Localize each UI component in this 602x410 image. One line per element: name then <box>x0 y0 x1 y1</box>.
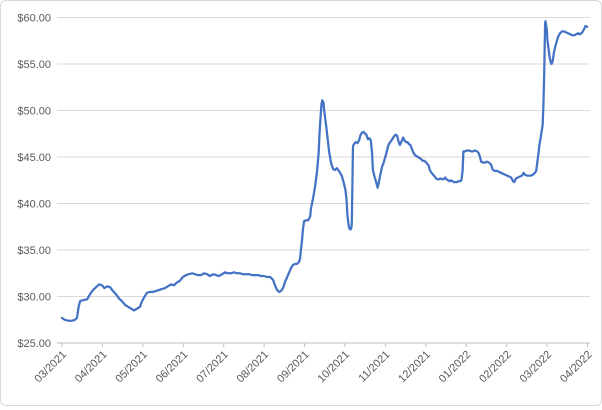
x-axis-tick-label: 03/2022 <box>518 349 555 386</box>
x-axis-tick-label: 07/2021 <box>194 349 231 386</box>
x-axis-tick-label: 02/2022 <box>477 349 514 386</box>
x-axis-tick-label: 09/2021 <box>275 349 312 386</box>
price-line <box>60 20 589 322</box>
y-axis-tick-label: $35.00 <box>17 245 51 257</box>
y-axis-tick-label: $50.00 <box>17 106 51 118</box>
x-axis-tick-label: 04/2021 <box>73 349 110 386</box>
y-axis-tick-label: $40.00 <box>17 199 51 211</box>
x-axis-tick-label: 01/2022 <box>437 349 474 386</box>
y-axis-tick-label: $55.00 <box>17 59 51 71</box>
y-axis-tick-label: $60.00 <box>17 13 51 25</box>
x-axis-tick-label: 08/2021 <box>235 349 272 386</box>
x-axis-tick-label: 10/2021 <box>315 349 352 386</box>
y-axis-tick-label: $45.00 <box>17 152 51 164</box>
y-axis-tick-label: $25.00 <box>17 338 51 350</box>
x-axis-tick-label: 12/2021 <box>396 349 433 386</box>
x-axis-tick-label: 05/2021 <box>113 349 150 386</box>
x-axis-tick-label: 06/2021 <box>154 349 191 386</box>
x-axis-tick-label: 03/2021 <box>33 349 70 386</box>
x-axis-tick-label: 04/2022 <box>558 349 595 386</box>
y-axis-tick-label: $30.00 <box>17 292 51 304</box>
x-axis-tick-label: 11/2021 <box>356 349 392 385</box>
